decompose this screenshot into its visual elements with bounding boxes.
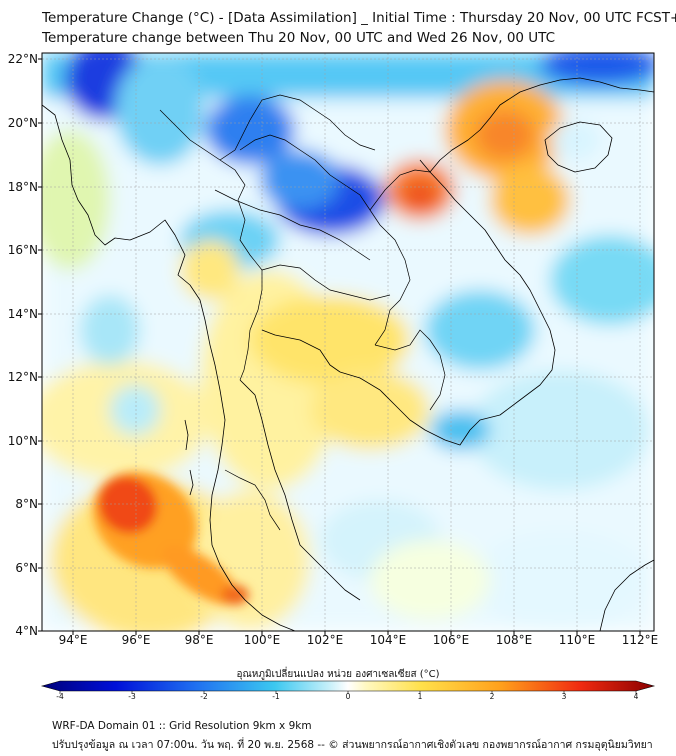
lat-label-16: 16°N xyxy=(7,243,38,257)
map-frame xyxy=(41,52,655,632)
coastlines xyxy=(42,77,654,631)
lat-label-12: 12°N xyxy=(7,370,38,384)
colorbar-ticks xyxy=(59,691,637,694)
colorbar-label: 3 xyxy=(561,692,567,701)
lat-label-18: 18°N xyxy=(7,180,38,194)
map-title: Temperature Change (°C) - [Data Assimila… xyxy=(42,10,676,26)
lon-label-102: 102°E xyxy=(306,633,344,647)
footer-credit: ปรับปรุงข้อมูล ณ เวลา 07:00น. วัน พฤ. ที… xyxy=(52,739,653,751)
colorbar-label: -3 xyxy=(128,692,136,701)
lat-label-22: 22°N xyxy=(7,52,38,66)
lon-label-94: 94°E xyxy=(58,633,88,647)
lon-label-108: 108°E xyxy=(495,633,533,647)
lon-label-98: 98°E xyxy=(184,633,214,647)
colorbar-title: อุณหภูมิเปลี่ยนแปลง หน่วย องศาเซลเซียส (… xyxy=(236,669,440,680)
colorbar xyxy=(40,680,656,694)
lat-label-10: 10°N xyxy=(7,434,38,448)
lon-label-96: 96°E xyxy=(121,633,151,647)
lon-label-112: 112°E xyxy=(621,633,659,647)
colorbar-label: 1 xyxy=(417,692,423,701)
colorbar-label: 2 xyxy=(489,692,495,701)
lon-label-104: 104°E xyxy=(369,633,407,647)
lon-label-100: 100°E xyxy=(243,633,281,647)
lon-label-106: 106°E xyxy=(432,633,470,647)
colorbar-label: 0 xyxy=(345,692,351,701)
temperature-field xyxy=(42,53,654,631)
country-borders xyxy=(159,94,446,531)
lat-label-8: 8°N xyxy=(15,497,38,511)
lat-label-6: 6°N xyxy=(15,561,38,575)
colorbar-label: -2 xyxy=(200,692,208,701)
axis-ticks xyxy=(38,58,641,635)
map-subtitle: Temperature change between Thu 20 Nov, 0… xyxy=(42,30,556,46)
colorbar-label: -1 xyxy=(272,692,280,701)
lon-label-110: 110°E xyxy=(558,633,596,647)
colorbar-gradient xyxy=(40,680,656,692)
colorbar-label: 4 xyxy=(633,692,639,701)
lat-label-20: 20°N xyxy=(7,116,38,130)
lat-label-14: 14°N xyxy=(7,307,38,321)
colorbar-label: -4 xyxy=(56,692,64,701)
graticule xyxy=(42,53,654,631)
footer-model-info: WRF-DA Domain 01 :: Grid Resolution 9km … xyxy=(52,720,312,732)
lat-label-4: 4°N xyxy=(15,624,38,638)
